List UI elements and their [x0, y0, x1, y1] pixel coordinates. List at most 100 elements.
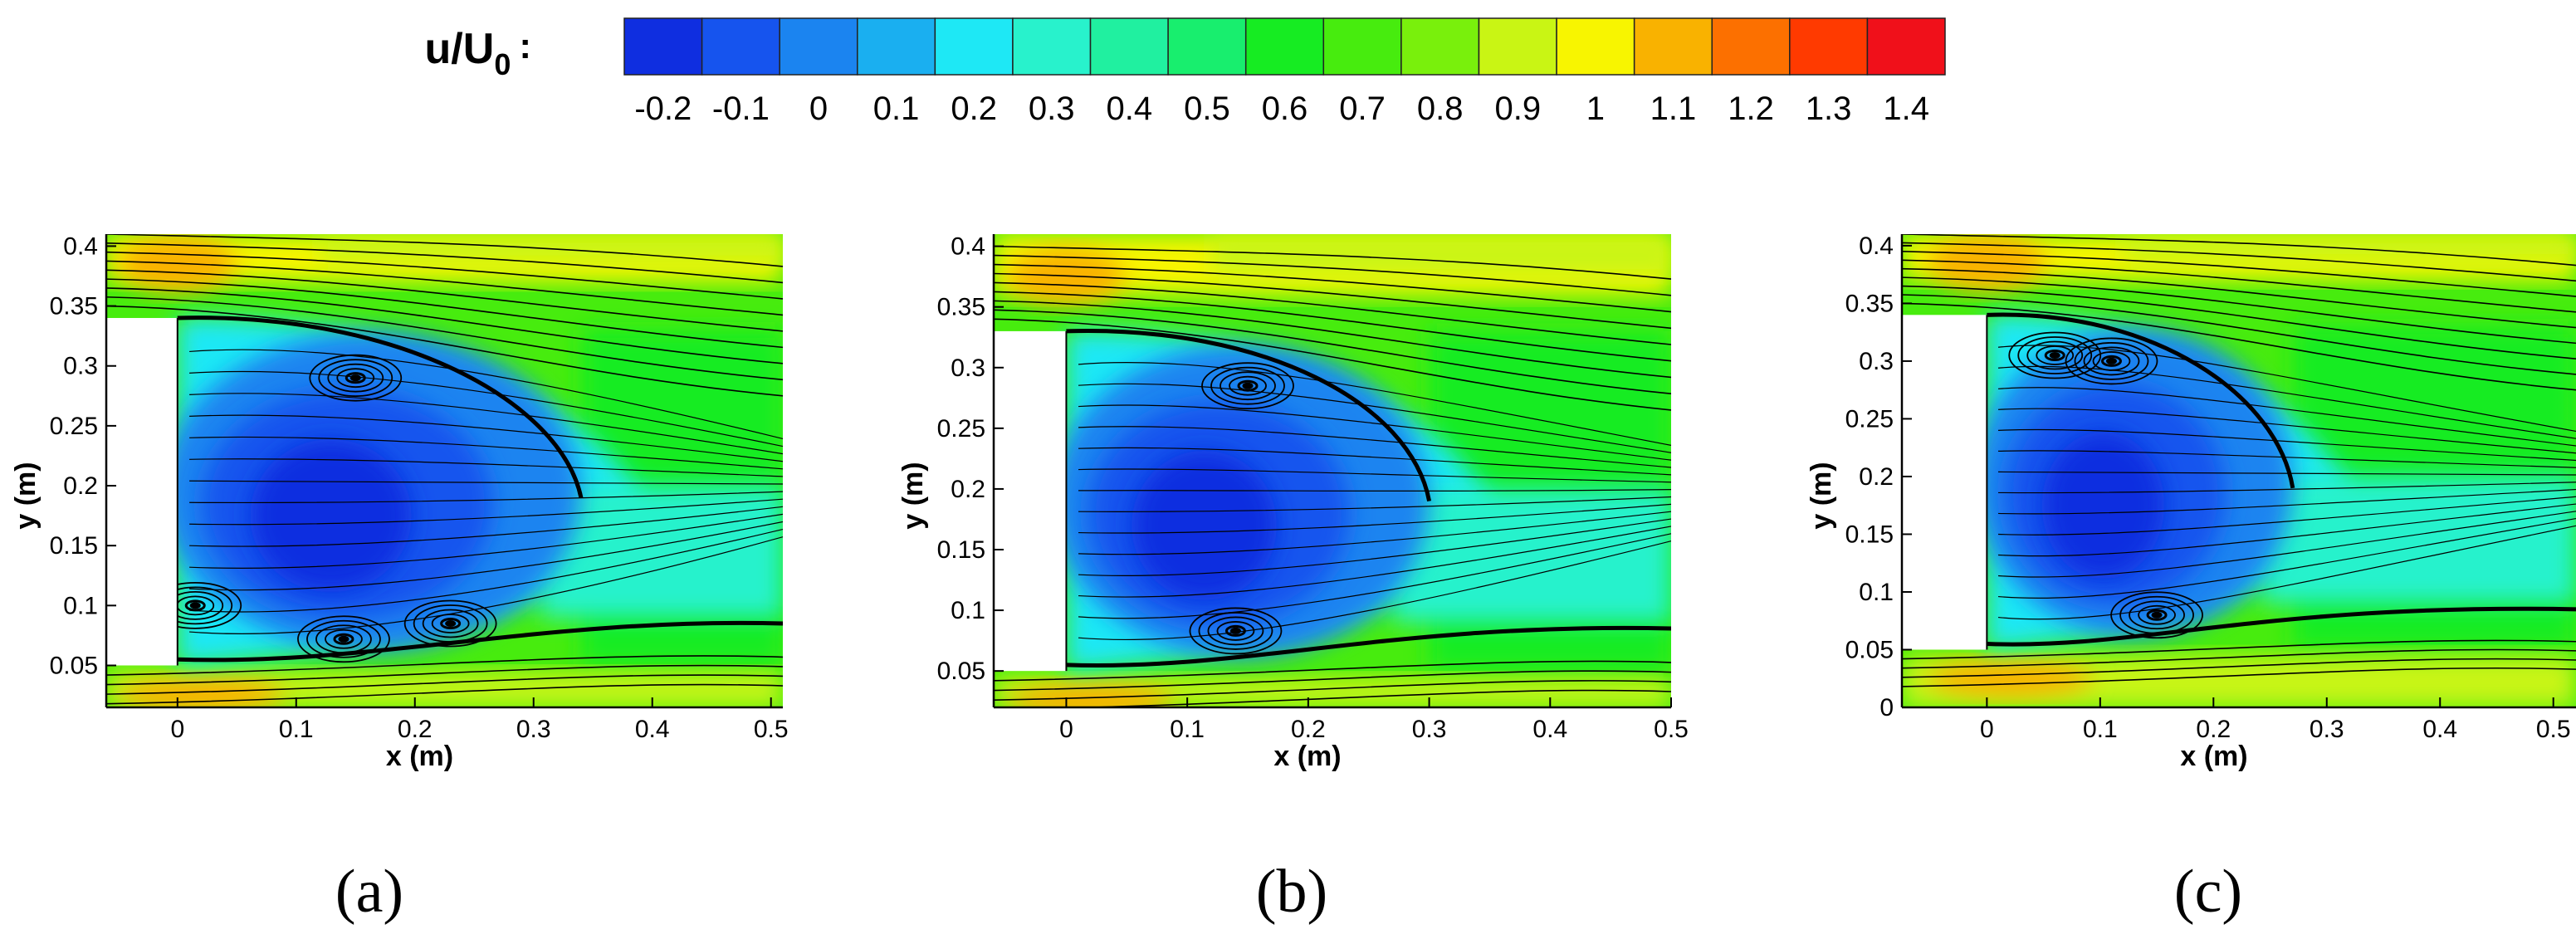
colorbar-tick-label: 1.2 [1728, 90, 1774, 127]
streamline [1066, 329, 1432, 502]
y-tick-label: 0.2 [951, 476, 985, 503]
vortex-marker [403, 599, 497, 648]
streamline [106, 287, 783, 364]
streamline [1997, 511, 2576, 578]
colorbar-swatch [934, 17, 1014, 76]
streamline [1078, 526, 1671, 598]
vortex-marker [1201, 362, 1294, 410]
recirculation-boundary [177, 315, 783, 663]
axes: 0 0.1 0.2 0.3 0.4 0.5 0.05 0.1 0.15 0.2 0.25 0.3 0.3… [897, 233, 1689, 772]
contour-plot [994, 234, 1671, 707]
colorbar-swatch [701, 17, 780, 76]
streamline [189, 498, 783, 526]
axes: 0 0.1 0.2 0.3 0.4 0.5 0 0.05 0.1 0.15 0.2 0.25 0.3 0.… [1806, 232, 2576, 772]
streamline [1997, 482, 2576, 494]
streamline [189, 491, 783, 504]
streamline [1078, 426, 1671, 468]
colorbar-tick-label: 1.1 [1650, 90, 1697, 127]
obstacle [994, 330, 1067, 672]
streamline [106, 251, 783, 300]
streamline [994, 263, 1671, 313]
colorbar-swatch [623, 17, 703, 76]
colorbar-tick-label: 0.3 [1029, 90, 1075, 127]
streamline [994, 254, 1671, 296]
x-tick-label: 0.4 [635, 716, 670, 743]
streamline [1902, 276, 2576, 345]
streamline [1997, 471, 2576, 476]
streamline [994, 245, 1671, 280]
colorbar-swatch [857, 17, 936, 76]
streamline [1902, 639, 2576, 660]
y-tick-label: 0.2 [1859, 463, 1894, 491]
y-tick-label: 0.2 [63, 472, 98, 500]
streamline [1078, 503, 1671, 534]
y-tick-label: 0.05 [50, 652, 98, 679]
streamline [994, 281, 1671, 345]
colorbar-tick-label: 1 [1586, 90, 1605, 127]
x-tick-label: 0.2 [398, 716, 433, 743]
obstacle [1902, 315, 1987, 650]
streamline [1997, 408, 2576, 454]
streamline [189, 521, 783, 591]
recirculation-boundary [1987, 312, 2576, 647]
streamline [1078, 468, 1671, 483]
colorbar-tick-label: -0.2 [634, 90, 692, 127]
colorbar-swatch [1866, 17, 1946, 76]
colorbar-tick-label: 0.6 [1262, 90, 1308, 127]
streamline [1902, 302, 2576, 391]
colorbar-swatch [1322, 17, 1402, 76]
y-tick-label: 0.25 [1845, 405, 1894, 433]
streamline [106, 296, 783, 381]
y-axis-label: y (m) [10, 462, 42, 529]
streamline [189, 528, 783, 613]
colorbar-swatch [1400, 17, 1480, 76]
streamline [1078, 496, 1671, 512]
streamline [994, 272, 1671, 330]
streamline [1078, 404, 1671, 461]
streamline [1987, 312, 2295, 489]
x-tick-label: 0.2 [2196, 716, 2231, 743]
y-tick-label: 0.35 [937, 294, 985, 321]
colorbar-tick-label: 0 [809, 90, 828, 127]
x-axis-label: x (m) [2180, 741, 2247, 772]
y-tick-label: 0.25 [50, 413, 98, 440]
vortex-marker [2065, 337, 2158, 385]
streamline [189, 436, 783, 470]
colorbar-swatch [1711, 17, 1791, 76]
streamline [106, 242, 783, 284]
colorbar-tick-label: 0.1 [873, 90, 920, 127]
streamline [177, 315, 584, 498]
contour-plot [1902, 234, 2576, 707]
streamline [1997, 496, 2576, 536]
panel-c: 0 0.1 0.2 0.3 0.4 0.5 0 0.05 0.1 0.15 0.2 0.25 0.3 0.… [1806, 232, 2576, 772]
vortex-marker [309, 354, 403, 402]
x-tick-label: 0.1 [2083, 716, 2118, 743]
streamline [1078, 447, 1671, 476]
colorbar-tick-label: 0.9 [1494, 90, 1541, 127]
streamline [1902, 294, 2576, 375]
colorbar-tick-label: 0.2 [951, 90, 997, 127]
streamline [189, 393, 783, 455]
contour-plot [106, 234, 783, 707]
colorbar-tick-label: 0.7 [1339, 90, 1386, 127]
y-axis-label: y (m) [1806, 462, 1837, 529]
streamline [189, 506, 783, 547]
vortex-marker [297, 615, 390, 663]
colorbar-tick-label: 0.4 [1107, 90, 1153, 127]
x-tick-label: 0.3 [2310, 716, 2344, 743]
y-tick-label: 0.1 [951, 597, 985, 624]
x-tick-label: 0 [170, 716, 184, 743]
y-tick-label: 0.1 [63, 592, 98, 619]
panel-a: 0 0.1 0.2 0.3 0.4 0.5 0.05 0.1 0.15 0.2 0.25 0.3 0.3… [10, 232, 789, 772]
y-tick-label: 0.05 [1845, 636, 1894, 663]
y-tick-label: 0.15 [50, 532, 98, 560]
streamline [1997, 365, 2576, 439]
x-tick-label: 0.2 [1291, 716, 1326, 743]
x-tick-label: 0.5 [2536, 716, 2571, 743]
streamline [1997, 428, 2576, 462]
streamline [994, 300, 1671, 379]
vortex-marker [1189, 607, 1283, 655]
streamline [1078, 540, 1671, 641]
x-tick-label: 0.4 [2422, 716, 2457, 743]
obstacle [106, 318, 178, 666]
